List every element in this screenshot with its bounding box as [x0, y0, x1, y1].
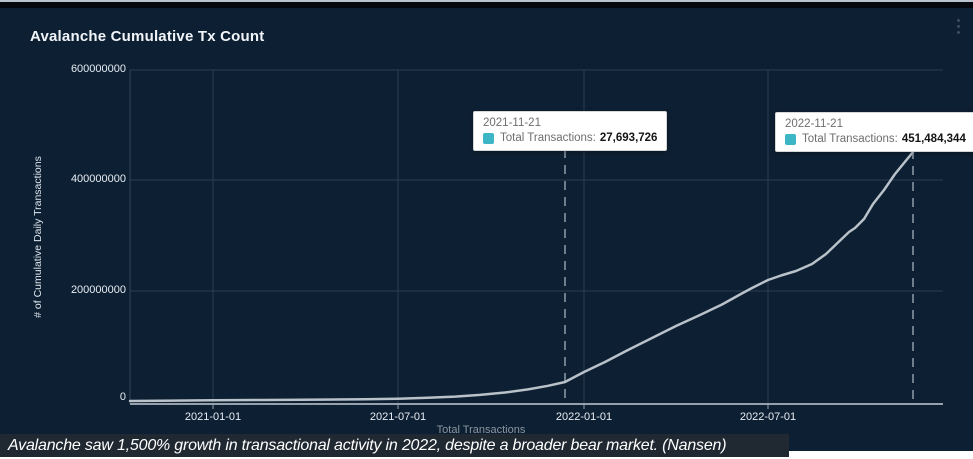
y-tick-200000000: 200000000 — [70, 284, 126, 296]
tooltip-date: 2022-11-21 — [785, 118, 843, 130]
y-tick-0: 0 — [119, 391, 126, 403]
tooltip-value: 27,693,726 — [599, 132, 658, 144]
y-axis-title: # of Cumulative Daily Transactions — [32, 156, 44, 318]
tooltip-label: Total Transactions: — [802, 133, 898, 145]
caption-text: Avalanche saw 1,500% growth in transacti… — [8, 436, 727, 454]
tooltip-label: Total Transactions: — [500, 132, 596, 144]
tooltip-2022-11-21: 2022-11-21 Total Transactions: 451,484,3… — [775, 112, 973, 152]
chart-card: Avalanche Cumulative Tx Count — [0, 8, 973, 457]
x-tick-2022-01-01: 2022-01-01 — [555, 411, 613, 423]
y-tick-600000000: 600000000 — [70, 63, 126, 75]
chart-title: Avalanche Cumulative Tx Count — [30, 28, 265, 45]
total-transactions-line[interactable] — [128, 150, 915, 403]
kebab-menu-icon[interactable] — [951, 15, 965, 37]
tooltip-2021-11-21: 2021-11-21 Total Transactions: 27,693,72… — [473, 111, 668, 151]
line-chart-plot — [128, 69, 943, 409]
legend-swatch-icon — [483, 132, 494, 144]
top-border-bar — [0, 2, 973, 8]
tooltip-date: 2021-11-21 — [483, 117, 541, 129]
legend-swatch-icon — [785, 133, 796, 145]
x-tick-2022-07-01: 2022-07-01 — [739, 411, 797, 423]
caption-bar: Avalanche saw 1,500% growth in transacti… — [0, 434, 789, 457]
x-tick-2021-07-01: 2021-07-01 — [369, 411, 427, 423]
horizontal-gridlines — [130, 69, 943, 292]
top-accent-line — [0, 0, 973, 2]
x-axis-ticks — [212, 404, 769, 409]
legend-total-transactions: Total Transactions — [436, 424, 526, 436]
x-tick-2021-01-01: 2021-01-01 — [184, 411, 242, 423]
tooltip-value: 451,484,344 — [901, 133, 966, 145]
y-tick-400000000: 400000000 — [70, 173, 126, 185]
